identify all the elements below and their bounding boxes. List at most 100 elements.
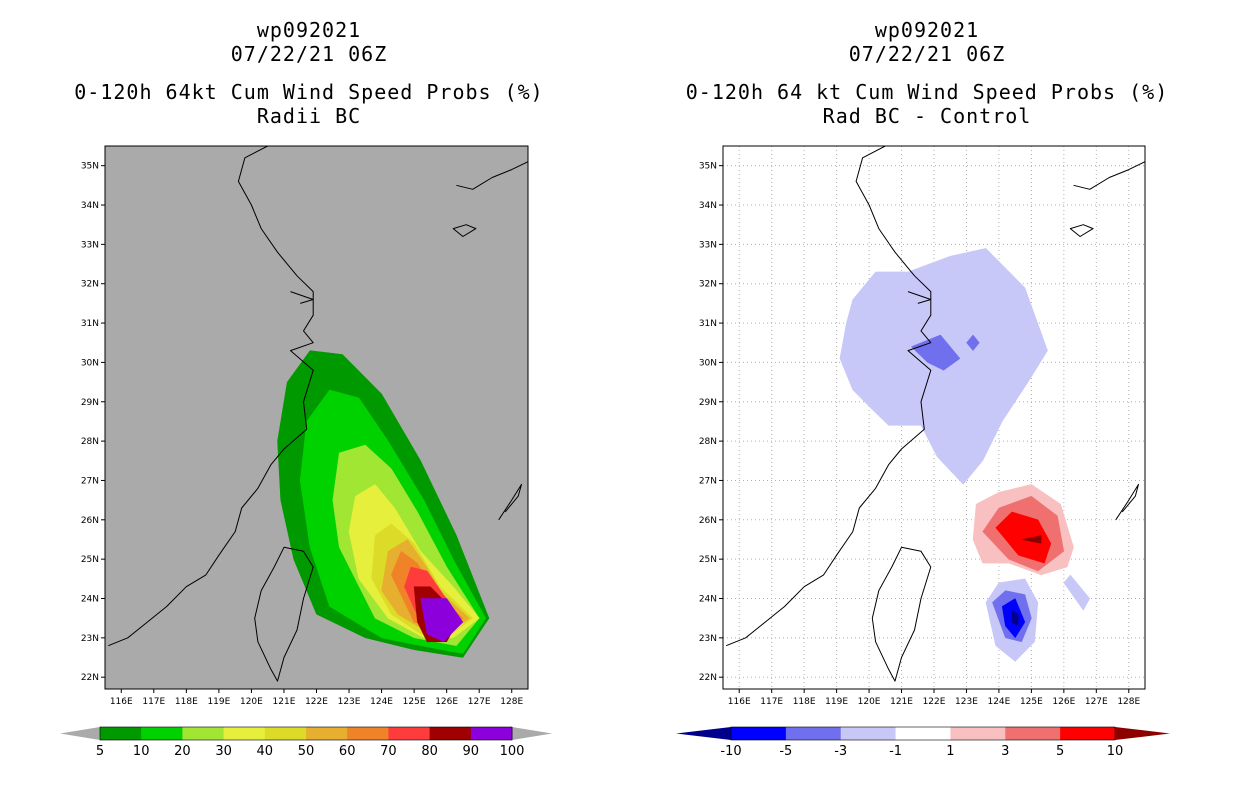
colorbar-arrow-right — [1115, 727, 1170, 740]
colorbar-arrow-left — [676, 727, 731, 740]
y-tick-label: 34N — [81, 201, 99, 211]
chart-title-right: 0-120h 64 kt Cum Wind Speed Probs (%) — [685, 80, 1169, 104]
x-tick-label: 126E — [435, 697, 458, 707]
y-tick-label: 29N — [81, 398, 99, 408]
x-tick-label: 121E — [890, 697, 913, 707]
coastline-jeju — [1069, 224, 1094, 237]
contour-level-10 — [1021, 535, 1042, 544]
coastline-china — [108, 146, 314, 647]
y-tick-label: 32N — [699, 280, 717, 290]
colorbar-swatch — [429, 727, 472, 740]
map-layer-left — [108, 146, 528, 682]
x-tick-label: 119E — [825, 697, 848, 707]
x-tick-label: 128E — [1117, 697, 1140, 707]
colorbar-label: -5 — [779, 744, 792, 759]
colorbar-swatch — [223, 727, 266, 740]
colorbar-swatch — [470, 727, 513, 740]
y-tick-label: 31N — [699, 319, 717, 329]
colorbar-label: 5 — [96, 744, 104, 759]
colorbar-label: 40 — [257, 744, 274, 759]
x-tick-label: 127E — [1085, 697, 1108, 707]
contour-level-neg10 — [1011, 609, 1019, 627]
chart-subtitle-left: Radii BC — [256, 104, 362, 128]
colorbar-swatch — [785, 727, 842, 740]
colorbar-swatch — [731, 727, 787, 740]
y-tick-label: 27N — [699, 476, 717, 486]
colorbar-swatch — [895, 727, 951, 740]
datetime-right: 07/22/21 06Z — [848, 42, 1006, 66]
x-tick-label: 121E — [273, 697, 296, 707]
y-tick-label: 23N — [81, 634, 99, 644]
x-tick-label: 116E — [110, 697, 133, 707]
y-tick-label: 27N — [81, 476, 99, 486]
coastline-chongming — [907, 291, 932, 304]
contour-level-neg3 — [966, 334, 980, 351]
x-tick-label: 124E — [987, 697, 1010, 707]
y-tick-label: 23N — [699, 634, 717, 644]
y-tick-label: 35N — [81, 162, 99, 172]
colorbar-label: 80 — [421, 744, 438, 759]
colorbar-swatch — [388, 727, 431, 740]
colorbar-swatch — [264, 727, 307, 740]
contour-level-neg1 — [1063, 574, 1091, 611]
coastline-korea — [1073, 161, 1145, 190]
chart-subtitle-right: Rad BC - Control — [822, 104, 1032, 128]
coastline-jeju — [452, 224, 477, 237]
colorbar-swatch — [840, 727, 897, 740]
y-tick-label: 34N — [699, 201, 717, 211]
coastline-korea — [456, 161, 528, 190]
colorbar-label: -10 — [720, 744, 741, 759]
colorbar-arrow-right — [512, 727, 552, 740]
x-tick-label: 123E — [338, 697, 361, 707]
colorbar-swatch — [950, 727, 1006, 740]
y-tick-label: 24N — [81, 595, 99, 605]
coastline-ryukyu — [1115, 483, 1139, 521]
colorbar-label: 1 — [946, 744, 954, 759]
y-tick-label: 28N — [81, 437, 99, 447]
storm-id-left: wp092021 — [256, 18, 362, 42]
y-tick-label: 35N — [699, 162, 717, 172]
colorbar-label: 5 — [1056, 744, 1064, 759]
colorbar-swatch — [182, 727, 225, 740]
colorbar-label: 100 — [500, 744, 525, 759]
colorbar-frame — [730, 726, 1116, 741]
x-tick-label: 125E — [1020, 697, 1043, 707]
colorbar-arrow-left — [60, 727, 100, 740]
datetime-left: 07/22/21 06Z — [230, 42, 388, 66]
x-tick-label: 116E — [728, 697, 751, 707]
x-tick-label: 127E — [468, 697, 491, 707]
storm-id-right: wp092021 — [874, 18, 980, 42]
colorbar-frame — [99, 726, 513, 741]
map-layer-right — [723, 146, 1145, 689]
colorbar-label: 3 — [1001, 744, 1009, 759]
coastline-taiwan — [871, 546, 932, 682]
colorbar-label: 70 — [380, 744, 397, 759]
y-tick-label: 28N — [699, 437, 717, 447]
y-tick-label: 26N — [81, 516, 99, 526]
y-tick-label: 30N — [699, 358, 717, 368]
x-tick-label: 117E — [760, 697, 783, 707]
x-tick-label: 123E — [955, 697, 978, 707]
colorbar-label: -1 — [889, 744, 902, 759]
y-tick-label: 32N — [81, 280, 99, 290]
x-tick-label: 118E — [175, 697, 198, 707]
colorbar-label: 60 — [339, 744, 356, 759]
y-tick-label: 33N — [699, 240, 717, 250]
contour-level-neg3 — [910, 334, 961, 371]
coastline-taiwan — [254, 546, 314, 682]
colorbar-label: 50 — [298, 744, 315, 759]
colorbar-swatch — [347, 727, 389, 740]
y-tick-label: 24N — [699, 595, 717, 605]
x-tick-label: 120E — [240, 697, 263, 707]
x-tick-label: 122E — [305, 697, 328, 707]
y-tick-label: 22N — [81, 673, 99, 683]
y-tick-label: 31N — [81, 319, 99, 329]
y-tick-label: 25N — [699, 555, 717, 565]
colorbar-swatch — [100, 727, 142, 740]
colorbar-swatch — [1005, 727, 1061, 740]
chart-title-left: 0-120h 64kt Cum Wind Speed Probs (%) — [74, 80, 544, 104]
y-tick-label: 25N — [81, 555, 99, 565]
y-tick-label: 29N — [699, 398, 717, 408]
colorbar-label: 10 — [133, 744, 150, 759]
